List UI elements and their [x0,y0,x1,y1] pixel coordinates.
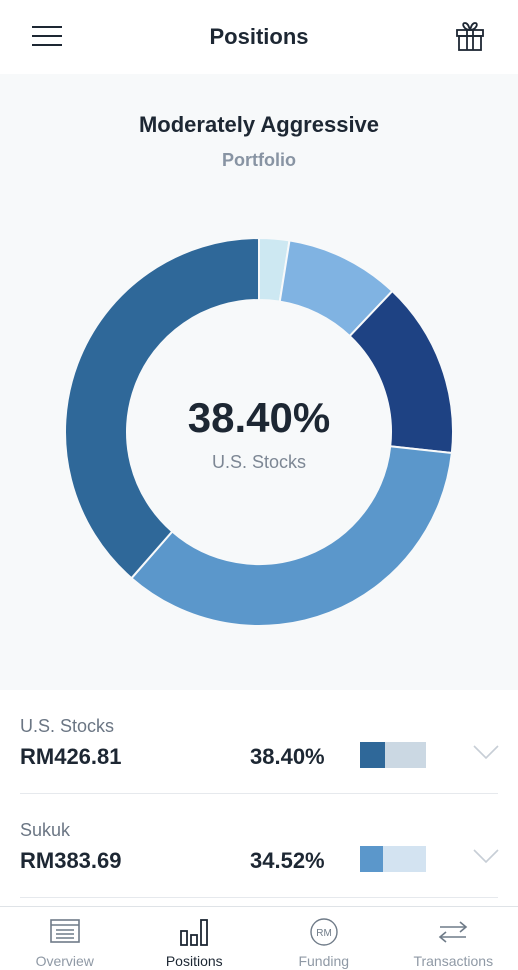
holding-allocation-bar [360,846,426,872]
holding-allocation-fill [360,742,386,768]
bottom-tab-bar: Overview Positions RM Funding Transactio… [0,906,518,970]
holding-row-sukuk[interactable]: Sukuk RM383.69 34.52% [0,794,518,898]
donut-center-label: U.S. Stocks [211,452,307,472]
holding-row-us-stocks[interactable]: U.S. Stocks RM426.81 38.40% [0,690,518,794]
holding-name: U.S. Stocks [20,716,115,736]
tab-positions[interactable]: Positions [130,907,260,970]
risk-profile-title: Moderately Aggressive [138,112,380,137]
app-header: Positions [0,0,518,74]
holdings-list: U.S. Stocks RM426.81 38.40% Sukuk RM383.… [0,690,518,898]
chevron-down-icon[interactable] [472,848,500,864]
tab-funding[interactable]: RM Funding [259,907,389,970]
page-title: Positions [209,24,309,49]
holding-amount: RM383.69 [20,848,122,873]
holding-name: Sukuk [20,820,71,840]
donut-slice-4[interactable] [64,236,260,580]
positions-bar-chart-icon [180,919,209,946]
overview-icon [49,919,80,943]
allocation-donut-chart[interactable] [59,232,459,632]
portfolio-summary: Moderately Aggressive Portfolio 38.40% U… [0,74,518,690]
row-divider [20,793,498,794]
row-divider [20,897,498,898]
tab-label: Positions [165,953,223,969]
holding-allocation-fill [360,846,383,872]
tab-overview[interactable]: Overview [0,907,130,970]
funding-rm-icon: RM [310,918,338,946]
chevron-down-icon[interactable] [472,744,500,760]
tab-label: Transactions [413,953,494,969]
transactions-arrows-icon [439,921,468,943]
hamburger-menu-icon[interactable] [32,24,62,48]
tab-label: Funding [298,953,350,969]
donut-slice-3[interactable] [130,445,453,627]
donut-center-percent: 38.40% [187,394,331,441]
portfolio-subtitle: Portfolio [222,150,296,170]
gift-icon[interactable] [454,20,486,52]
holding-amount: RM426.81 [20,744,122,769]
tab-label: Overview [35,953,94,969]
holding-percent: 38.40% [250,744,325,769]
holding-allocation-bar [360,742,426,768]
holding-percent: 34.52% [250,848,325,873]
funding-icon-text: RM [316,928,332,939]
tab-transactions[interactable]: Transactions [389,907,518,970]
